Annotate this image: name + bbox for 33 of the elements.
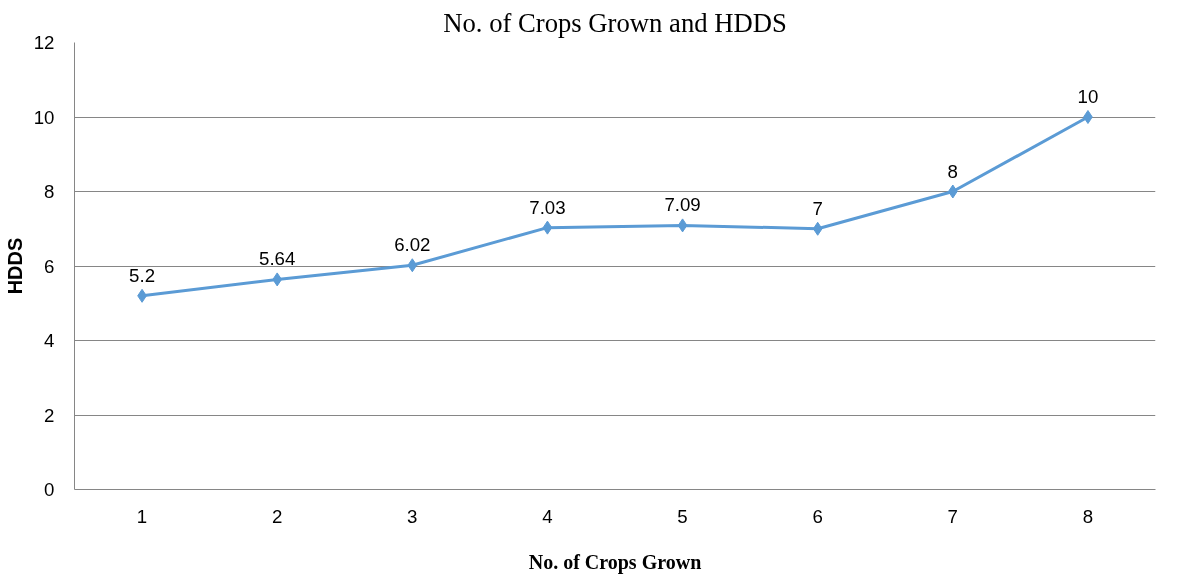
point	[407, 258, 418, 273]
x-tick-label: 5	[677, 505, 688, 527]
y-tick-label: 10	[33, 106, 55, 128]
x-tick-label: 2	[272, 505, 283, 527]
x-tick-label: 1	[136, 505, 148, 527]
y-tick-label: 12	[33, 32, 55, 53]
x-tick-label: 6	[812, 505, 823, 527]
data-label: 10	[1077, 86, 1099, 107]
data-label: 7	[812, 197, 823, 219]
x-tick-label: 3	[407, 505, 418, 527]
data-label: 8	[947, 160, 959, 182]
y-tick-label: 6	[44, 255, 55, 277]
data-label: 5.2	[129, 264, 156, 286]
x-tick-label: 8	[1082, 505, 1094, 527]
y-tick-label: 2	[44, 404, 55, 426]
x-tick-label: 7	[947, 505, 959, 527]
x-tick-label: 4	[542, 505, 553, 527]
data-label: 7.09	[664, 194, 701, 216]
point	[1083, 110, 1093, 124]
point	[542, 220, 553, 235]
point	[947, 184, 958, 199]
y-tick-label: 8	[44, 181, 55, 202]
point	[272, 272, 283, 287]
x-axis-title: No. of Crops Grown	[528, 550, 702, 574]
point	[812, 221, 823, 236]
y-axis-title: HDDS	[3, 237, 26, 295]
y-tick-label: 0	[44, 479, 55, 500]
y-tick-label: 4	[44, 330, 55, 351]
data-label: 7.03	[529, 196, 566, 218]
chart-title: No. of Crops Grown and HDDS	[443, 7, 787, 38]
point	[677, 218, 688, 233]
data-label: 5.64	[259, 248, 296, 270]
data-label: 6.02	[394, 234, 431, 256]
